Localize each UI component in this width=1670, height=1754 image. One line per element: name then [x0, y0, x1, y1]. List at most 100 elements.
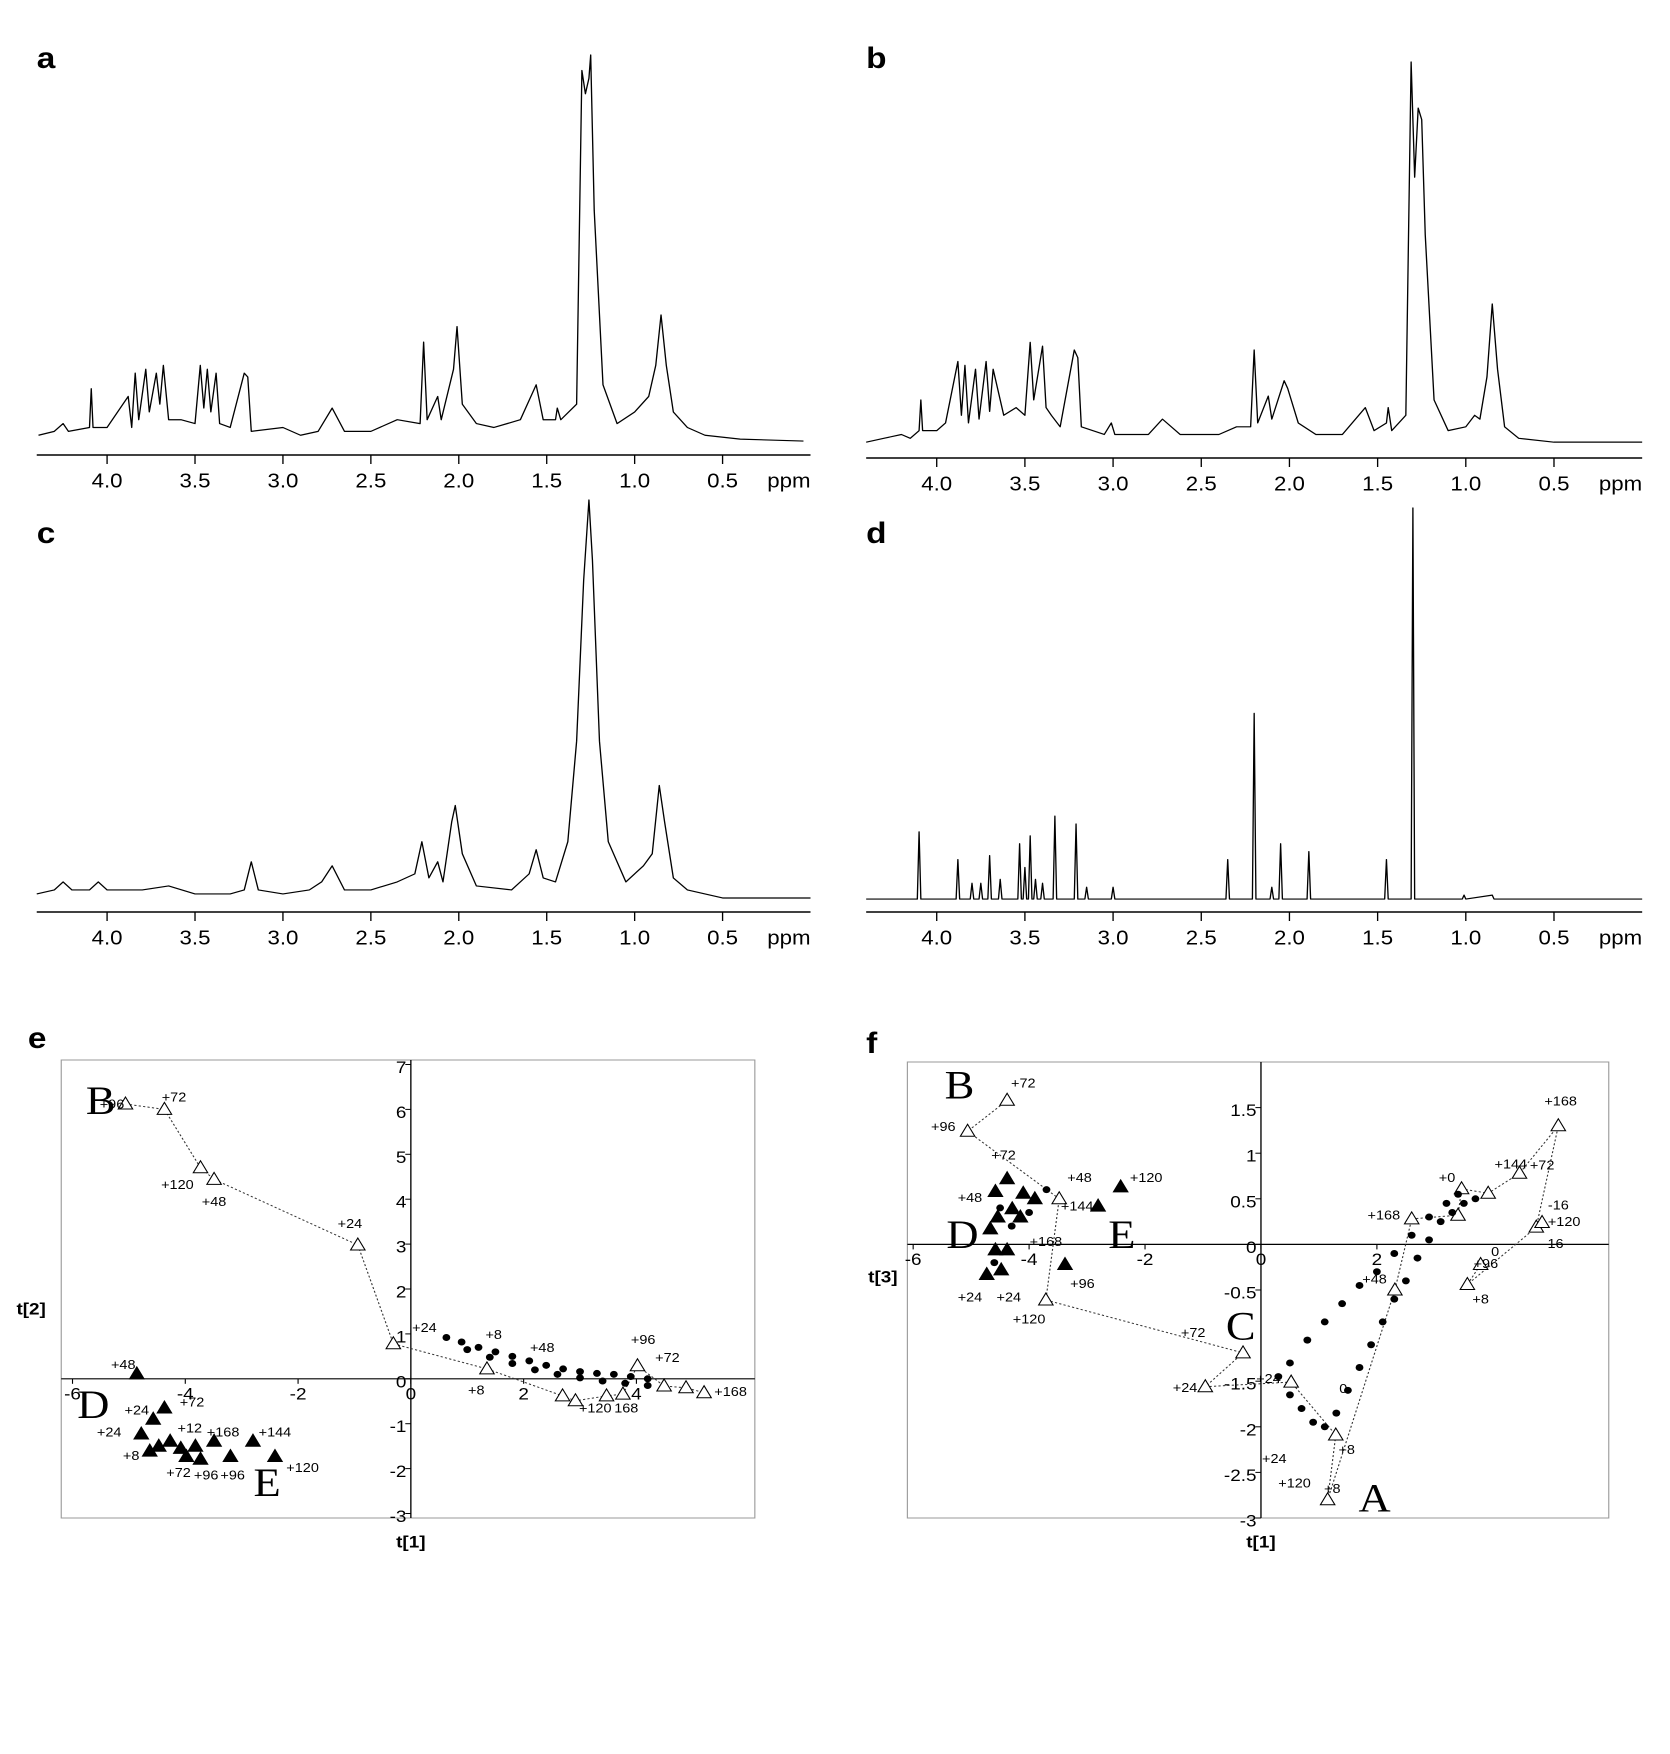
x-tick-label: 4.0	[92, 927, 123, 949]
open-triangle-marker	[1051, 1190, 1068, 1205]
point-label: +120	[1013, 1312, 1046, 1326]
point-label: +168	[1030, 1235, 1063, 1249]
dot-marker	[1425, 1236, 1433, 1244]
dot-marker	[609, 1370, 618, 1378]
point-label: +96	[1474, 1257, 1499, 1271]
filled-triangle-marker	[1004, 1200, 1021, 1215]
x-tick-label: 2.0	[443, 470, 474, 492]
point-label: +72	[655, 1351, 680, 1365]
open-triangle-marker	[1550, 1117, 1567, 1132]
y-tick-label: 7	[396, 1058, 407, 1077]
dot-marker	[576, 1368, 584, 1376]
group-letter: D	[77, 1383, 109, 1427]
point-label: +72	[1181, 1326, 1206, 1340]
point-label: +96	[194, 1468, 219, 1482]
y-tick-label: 1	[1246, 1147, 1257, 1166]
x-tick-label: 3.5	[180, 927, 211, 949]
x-tick-label: 3.5	[1009, 473, 1040, 495]
x-tick-label: 4.0	[92, 470, 123, 492]
open-triangle-marker	[1282, 1374, 1300, 1388]
point-label: +120	[161, 1178, 194, 1192]
filled-triangle-marker	[1015, 1185, 1032, 1199]
point-label: +72	[1530, 1158, 1555, 1172]
filled-triangle-marker	[987, 1183, 1004, 1197]
point-label: +96	[1070, 1277, 1095, 1291]
point-label: 0	[1339, 1381, 1347, 1395]
y-tick-label: -2	[390, 1462, 407, 1481]
filled-triangle-marker	[1112, 1178, 1129, 1193]
filled-triangle-marker	[998, 1241, 1016, 1256]
x-tick-label: -6	[905, 1250, 922, 1269]
y-tick-label: 2	[396, 1282, 407, 1301]
x-tick-label: 2.5	[1186, 473, 1217, 495]
x-tick-label: 3.5	[1009, 927, 1040, 949]
panel-letter: e	[28, 1021, 47, 1055]
y-tick-label: 4	[396, 1193, 407, 1212]
y-tick-label: -2.5	[1224, 1466, 1257, 1485]
point-label: +120	[579, 1401, 612, 1415]
open-triangle-marker	[1480, 1185, 1497, 1199]
open-triangle-marker	[192, 1159, 209, 1174]
point-label: +8	[468, 1383, 485, 1397]
point-label: +120	[1278, 1476, 1311, 1490]
y-tick-label: -0.5	[1224, 1283, 1257, 1302]
filled-triangle-marker	[989, 1208, 1006, 1223]
point-label: +0	[1439, 1171, 1456, 1185]
open-triangle-marker	[567, 1392, 584, 1407]
dot-marker	[1454, 1190, 1462, 1198]
x-axis-label: t[1]	[1246, 1532, 1275, 1551]
open-triangle-marker	[998, 1092, 1016, 1106]
point-label: +8	[485, 1328, 502, 1342]
x-tick-label: 1.0	[1450, 473, 1481, 495]
dot-marker	[1042, 1186, 1051, 1194]
x-tick-label: 0.5	[707, 927, 738, 949]
dot-marker	[621, 1379, 630, 1387]
x-tick-label: 3.0	[1098, 927, 1129, 949]
open-triangle-marker	[478, 1360, 496, 1375]
dot-marker	[531, 1366, 539, 1374]
x-tick-label: 0	[406, 1384, 417, 1403]
x-tick-label: 3.0	[267, 927, 298, 949]
x-tick-label: 2.0	[1274, 927, 1305, 949]
open-triangle-marker	[156, 1101, 173, 1115]
filled-triangle-marker	[150, 1438, 167, 1452]
dot-marker	[1448, 1208, 1457, 1216]
dot-marker	[1355, 1364, 1364, 1372]
dot-marker	[1338, 1300, 1347, 1308]
x-tick-label: -6	[64, 1384, 81, 1403]
x-tick-label: 2	[1372, 1250, 1383, 1269]
open-triangle-marker	[1037, 1291, 1055, 1306]
open-triangle-marker	[959, 1123, 976, 1137]
x-tick-label: 3.5	[180, 470, 211, 492]
x-tick-label: 2.0	[443, 927, 474, 949]
open-triangle-marker	[385, 1335, 402, 1350]
dot-marker	[1367, 1341, 1375, 1349]
dot-marker	[485, 1353, 494, 1361]
dot-marker	[1425, 1213, 1433, 1221]
y-tick-label: 5	[396, 1148, 407, 1167]
dot-marker	[457, 1338, 466, 1346]
dot-marker	[1401, 1277, 1410, 1285]
y-tick-label: -3	[390, 1507, 407, 1526]
open-triangle-marker	[1327, 1426, 1344, 1441]
dot-marker	[1436, 1218, 1445, 1226]
dot-marker	[559, 1365, 568, 1373]
open-triangle-marker	[1533, 1214, 1551, 1228]
x-tick-label: 2.0	[1274, 473, 1305, 495]
open-triangle-marker	[1319, 1491, 1336, 1506]
filled-triangle-marker	[982, 1220, 999, 1235]
y-tick-label: -1	[390, 1417, 407, 1436]
filled-triangle-marker	[141, 1443, 158, 1457]
y-tick-label: 0.5	[1230, 1192, 1256, 1211]
y-tick-label: 0	[396, 1372, 407, 1391]
group-letter: B	[945, 1064, 975, 1108]
point-label: +12	[178, 1421, 203, 1435]
filled-triangle-marker	[978, 1266, 995, 1280]
dot-marker	[442, 1333, 451, 1341]
dot-marker	[508, 1360, 517, 1368]
point-label: +48	[958, 1191, 983, 1205]
dot-marker	[474, 1343, 483, 1351]
open-triangle-marker	[205, 1171, 223, 1185]
open-triangle-marker	[349, 1236, 366, 1251]
x-tick-label: 1.5	[531, 927, 562, 949]
